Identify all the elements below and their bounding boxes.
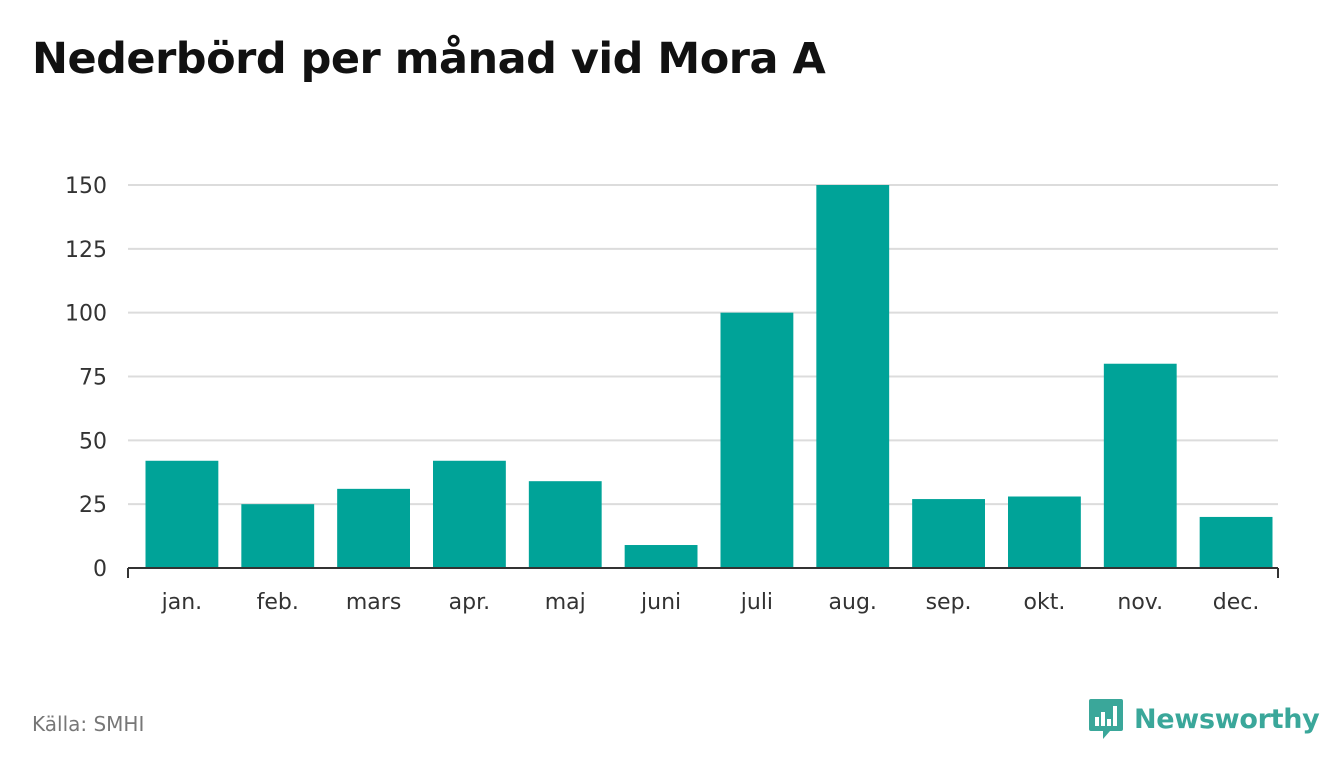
bar [528, 481, 602, 568]
x-tick-label: maj [545, 590, 586, 615]
x-tick-label: mars [346, 590, 401, 615]
bar [1008, 496, 1081, 568]
y-tick-label: 25 [79, 493, 107, 518]
bar [1103, 363, 1177, 568]
x-tick-label: okt. [1024, 590, 1066, 615]
source-note: Källa: SMHI [32, 712, 145, 736]
x-tick-label: dec. [1213, 590, 1260, 615]
bar [145, 460, 219, 568]
newsworthy-logo-icon [1089, 699, 1123, 739]
x-axis [127, 567, 1279, 578]
bar [337, 488, 410, 568]
bar [720, 312, 794, 568]
bar-chart: 0 25 50 75 100 125 150 jan. feb. mars apr. maj juni… [65, 174, 1279, 615]
bar [433, 460, 506, 568]
brand-name: Newsworthy [1134, 703, 1320, 735]
y-axis-ticks: 0 25 50 75 100 125 150 [65, 174, 107, 582]
x-tick-label: juni [640, 590, 681, 615]
y-tick-label: 100 [65, 302, 107, 327]
x-tick-label: jan. [161, 590, 203, 615]
bar [816, 185, 890, 568]
x-tick-label: sep. [926, 590, 972, 615]
x-axis-ticks: jan. feb. mars apr. maj juni juli aug. sep. okt. n… [161, 590, 1260, 615]
y-tick-label: 50 [79, 429, 107, 454]
bar [912, 499, 985, 568]
bar [624, 545, 698, 568]
bar [1199, 516, 1273, 568]
y-tick-label: 0 [93, 557, 107, 582]
y-tick-label: 125 [65, 238, 107, 263]
x-tick-label: nov. [1117, 590, 1163, 615]
x-tick-label: apr. [449, 590, 490, 615]
y-tick-label: 75 [79, 366, 107, 391]
x-tick-label: feb. [257, 590, 299, 615]
x-tick-label: aug. [829, 590, 877, 615]
brand-logo: Newsworthy [1088, 697, 1320, 741]
bar [241, 504, 315, 568]
x-tick-label: juli [740, 590, 773, 615]
gridlines [128, 184, 1278, 506]
chart-title: Nederbörd per månad vid Mora A [32, 34, 826, 84]
bars [145, 185, 1273, 568]
y-tick-label: 150 [65, 174, 107, 199]
